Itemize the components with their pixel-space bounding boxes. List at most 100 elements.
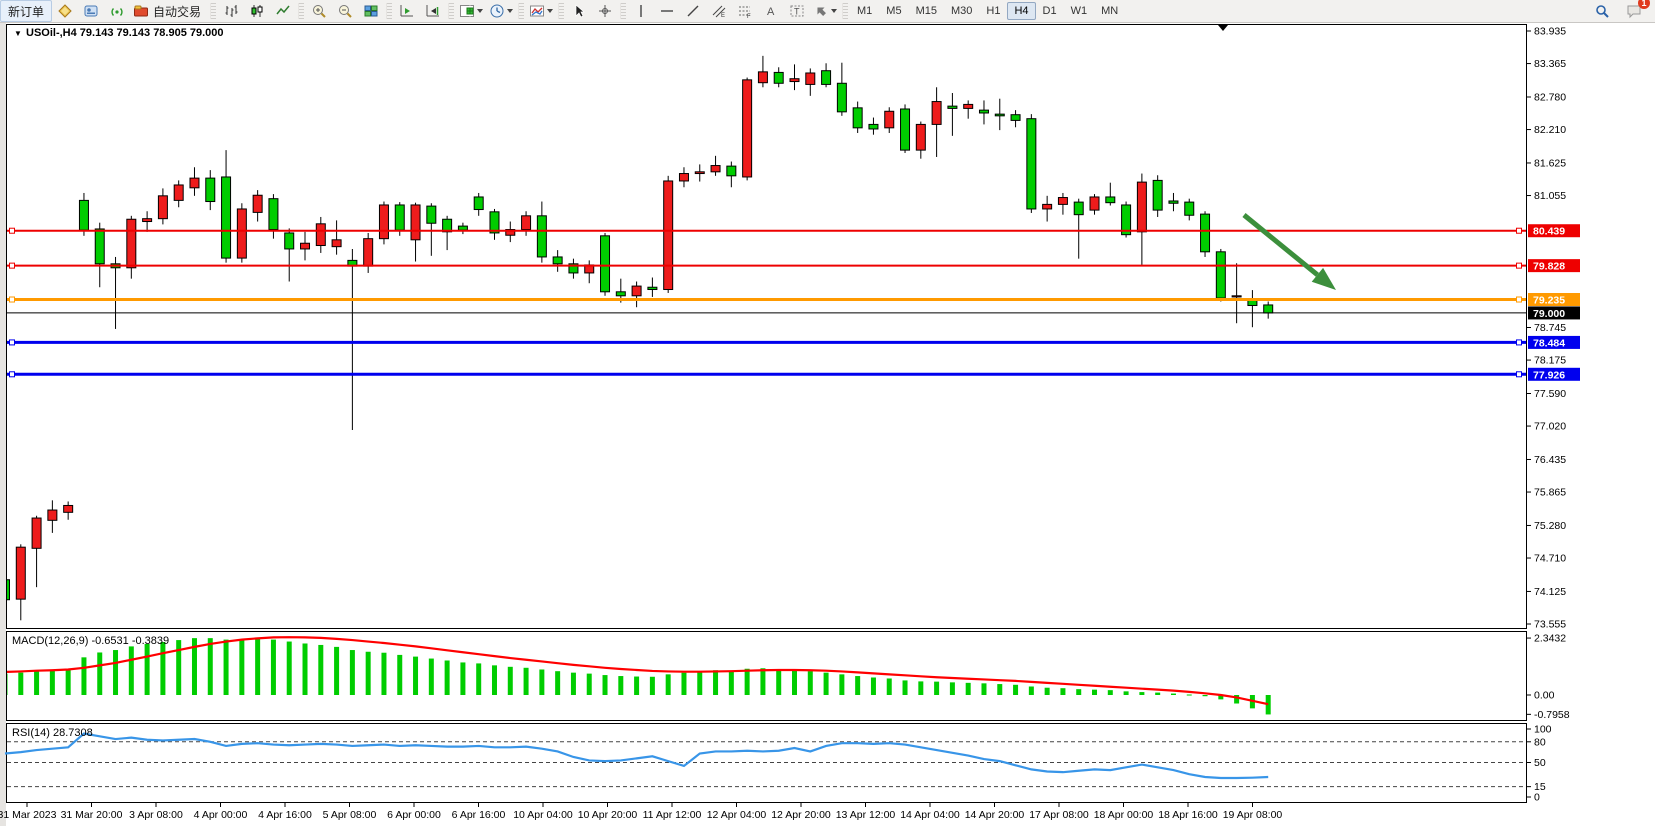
trend-arrow-head[interactable] [1311,267,1336,290]
line-handle[interactable] [1516,296,1522,303]
periods-icon[interactable] [486,0,516,22]
timeframe-button-M5[interactable]: M5 [886,5,902,17]
axis-tick-label: 81.055 [1534,190,1566,202]
chevron-down-icon [507,9,514,13]
crosshair-icon[interactable] [592,0,618,22]
candle-body [442,218,453,233]
auto-trading-button[interactable]: 自动交易 [130,0,208,22]
macd-hist-bar [381,652,387,695]
timeframe-button-M15[interactable]: M15 [915,5,937,17]
candlestick-icon[interactable] [244,0,270,22]
search-icon[interactable] [1589,0,1615,22]
fibonacci-icon[interactable]: F [732,0,758,22]
tile-windows-icon[interactable] [358,0,384,22]
timeframe-button-M30[interactable]: M30 [950,5,973,17]
chevron-down-icon [477,9,484,13]
candle-body [1215,251,1226,299]
line-handle[interactable] [9,371,15,378]
macd-hist-bar [886,678,892,695]
bar-chart-icon[interactable] [218,0,244,22]
candle-body [7,579,10,601]
zoom-in-icon[interactable] [306,0,332,22]
timeframe-button-M1[interactable]: M1 [857,5,873,17]
line-handle[interactable] [9,227,15,234]
indicators-icon[interactable] [456,0,486,22]
line-handle[interactable] [9,262,15,269]
candle-body [173,184,184,201]
zoom-out-icon[interactable] [332,0,358,22]
time-axis-label: 31 Mar 2023 [0,809,57,821]
trendline-icon[interactable] [680,0,706,22]
macd-hist-bar [270,639,276,695]
candle-body [678,173,689,182]
time-axis-label: 17 Apr 08:00 [1029,809,1089,821]
timeframe-button-H1[interactable]: H1 [986,5,1001,17]
macd-hist-bar [507,666,513,695]
notifications-button[interactable]: 1 [1621,0,1650,22]
macd-label: MACD(12,26,9) -0.6531 -0.3839 [12,635,169,647]
timeframe-button-H4[interactable]: H4 [1007,2,1036,20]
toolbar-grip [518,3,525,19]
timeframe-button-MN[interactable]: MN [1101,5,1119,17]
macd-hist-bar [160,642,166,695]
price-label-box [1528,293,1580,307]
cursor-icon[interactable] [566,0,592,22]
text-label-icon[interactable]: T [784,0,810,22]
chevron-down-icon [831,9,838,13]
one-click-tag-icon[interactable] [52,0,78,22]
candle-body [805,72,816,85]
vertical-line-icon[interactable] [628,0,654,22]
chart-symbol-title: USOil-,H4 79.143 79.143 78.905 79.000 [26,27,224,39]
channel-icon[interactable]: E [706,0,732,22]
candle-body [394,204,405,231]
line-handle[interactable] [9,296,15,303]
candle-body [1152,179,1163,211]
line-handle[interactable] [1516,339,1522,346]
candle-body [94,228,105,265]
horizontal-line-icon[interactable] [654,0,680,22]
macd-hist-bar [18,672,24,695]
auto-scroll-icon[interactable] [394,0,420,22]
macd-hist-bar [444,660,450,695]
macd-hist-bar [918,681,924,695]
candle-body [1200,213,1211,253]
axis-tick-label: 100 [1534,724,1552,736]
line-handle[interactable] [1516,371,1522,378]
macd-hist-bar [949,682,955,695]
macd-hist-bar [97,652,103,695]
text-icon[interactable]: A [758,0,784,22]
axis-tick-label: 82.780 [1534,91,1566,103]
macd-hist-bar [807,671,813,695]
line-handle[interactable] [1516,227,1522,234]
new-order-button[interactable]: 新订单 [0,0,52,22]
timeframe-button-W1[interactable]: W1 [1070,5,1088,17]
macd-hist-bar [760,668,766,695]
terminal-icon[interactable] [78,0,104,22]
time-axis-label: 18 Apr 16:00 [1158,809,1218,821]
line-handle[interactable] [9,339,15,346]
chart-shift-icon[interactable] [420,0,446,22]
candle-body [157,195,168,220]
signal-icon[interactable] [104,0,130,22]
candle-body [647,286,658,291]
macd-hist-bar [665,674,671,695]
toolbar-grip [448,3,455,19]
time-axis-label: 10 Apr 20:00 [578,809,638,821]
macd-hist-bar [965,682,971,695]
macd-hist-bar [555,671,561,695]
macd-hist-bar [476,663,482,695]
templates-icon[interactable] [526,0,556,22]
timeframe-button-D1[interactable]: D1 [1042,5,1057,17]
macd-signal-line [7,636,1269,706]
trend-arrow[interactable] [1242,213,1319,277]
shapes-icon[interactable] [810,0,840,22]
timeframe-group: M1 M5 M15 M30 H1 H4 D1 W1 MN [850,2,1125,20]
line-handle[interactable] [1516,262,1522,269]
time-axis-label: 12 Apr 20:00 [771,809,831,821]
axis-tick-label: 75.280 [1534,520,1566,532]
line-chart-icon[interactable] [270,0,296,22]
macd-hist-bar [286,641,292,695]
candle-body [726,165,737,177]
toolbar-grip [298,3,305,19]
